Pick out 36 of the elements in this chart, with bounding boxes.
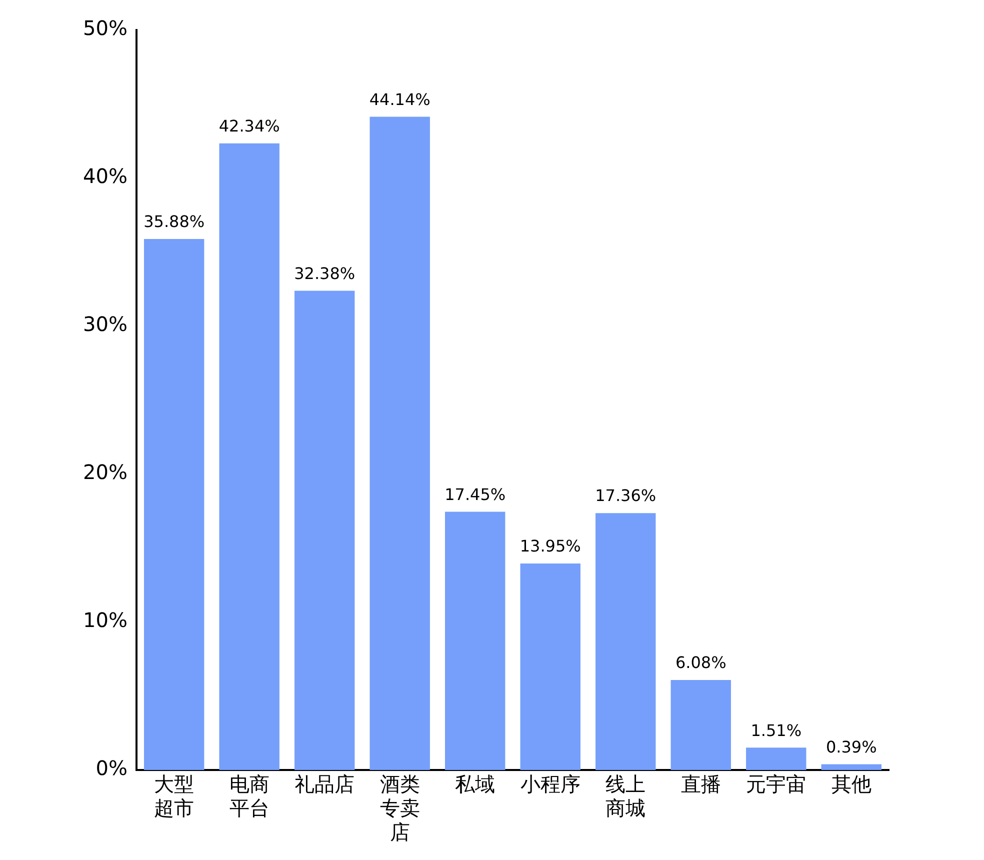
bar [219, 143, 280, 770]
x-tick-label: 电商平台 [229, 772, 270, 820]
y-tick-label: 50% [83, 16, 128, 40]
data-label: 6.08% [675, 653, 726, 672]
y-tick-label: 10% [83, 608, 128, 632]
bar [520, 564, 580, 770]
bar [294, 290, 355, 770]
data-label: 17.45% [444, 484, 506, 504]
x-tick-label: 元宇宙 [746, 772, 806, 796]
data-label: 35.88% [144, 212, 205, 232]
x-tick-label: 线上商城 [606, 772, 646, 820]
data-label: 17.36% [595, 486, 656, 506]
bar [370, 116, 430, 770]
bar [746, 748, 806, 770]
data-label: 42.34% [218, 116, 280, 136]
bar [144, 238, 204, 770]
bar [821, 764, 882, 770]
x-tick-label: 小程序 [520, 772, 580, 796]
y-tick-label: 20% [83, 460, 128, 484]
y-tick-label: 0% [96, 756, 128, 780]
x-tick-label: 私域 [455, 772, 496, 796]
x-tick-label: 其他 [831, 772, 872, 796]
x-tick-label: 直播 [680, 772, 721, 796]
x-tick-label: 酒类专卖店 [380, 772, 420, 844]
x-tick-label: 大型超市 [154, 772, 194, 820]
data-label: 0.39% [826, 737, 877, 756]
x-tick-label: 礼品店 [294, 772, 355, 796]
data-label: 13.95% [520, 536, 581, 556]
data-label: 44.14% [369, 90, 430, 109]
data-label: 1.51% [750, 720, 802, 740]
bar [670, 680, 731, 770]
y-tick-label: 40% [83, 164, 128, 188]
bar [445, 512, 506, 770]
data-label: 32.38% [294, 264, 356, 283]
y-tick-label: 30% [83, 312, 128, 336]
bar [596, 513, 656, 770]
